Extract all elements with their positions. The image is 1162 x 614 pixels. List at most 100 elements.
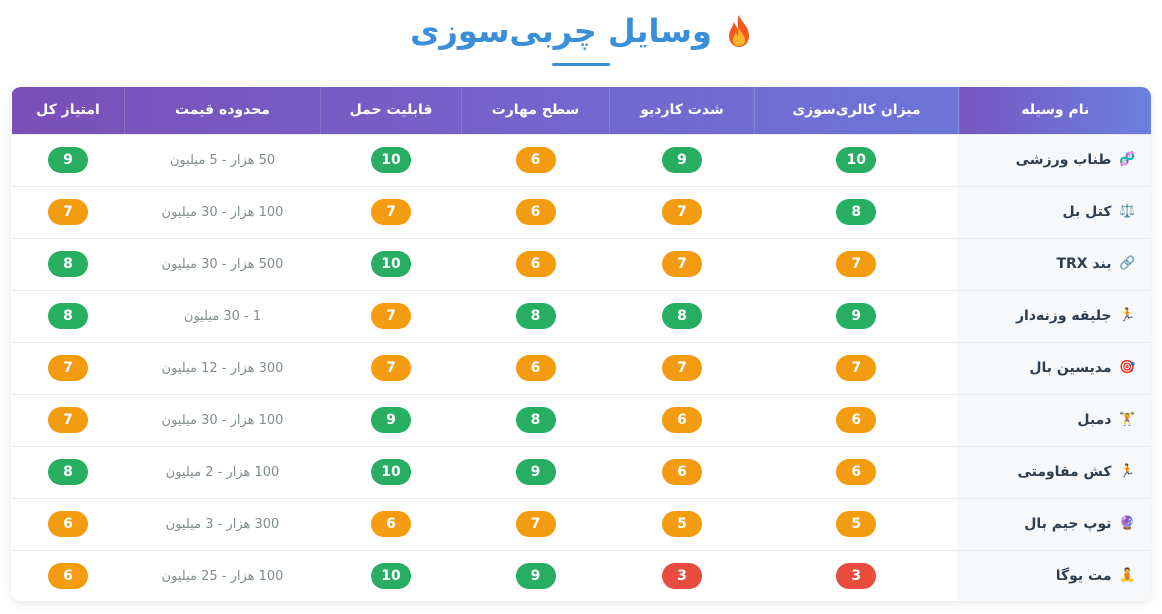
header-total-score: امتیاز کل [11, 87, 125, 134]
table-row: 🧘 مت یوگا 3 3 9 10 100 هزار - 25 میلیون 6 [11, 550, 1151, 601]
calorie-cell: 8 [755, 186, 959, 238]
yoga-mat-icon: 🧘 [1119, 568, 1136, 584]
price-range-text: 300 هزار - 3 میلیون [165, 517, 280, 532]
cardio-score-badge: 8 [662, 303, 702, 329]
skill-cell: 7 [462, 498, 610, 550]
title-underline [552, 63, 610, 66]
total-score-badge: 8 [48, 303, 88, 329]
calorie-score-badge: 10 [836, 147, 877, 173]
price-cell: 100 هزار - 2 میلیون [125, 446, 321, 498]
skill-score-badge: 7 [515, 511, 556, 537]
item-name-cell: 🎯 مدیسین بال [958, 342, 1151, 394]
price-cell: 300 هزار - 3 میلیون [125, 498, 321, 550]
page-title: وسایل چربی‌سوزی [410, 12, 752, 50]
calorie-cell: 9 [755, 290, 959, 342]
calorie-cell: 7 [755, 238, 959, 290]
price-range-text: 100 هزار - 30 میلیون [161, 205, 284, 220]
price-cell: 1 - 30 میلیون [125, 290, 321, 342]
calorie-cell: 7 [755, 342, 959, 394]
weighted-vest-icon: 🏃 [1119, 308, 1136, 323]
portability-score-badge: 6 [371, 511, 411, 537]
portability-score-badge: 7 [371, 199, 411, 225]
cardio-cell: 6 [610, 446, 755, 498]
table-row: 🎯 مدیسین بال 7 7 6 7 300 هزار - 12 میلیون 7 [11, 342, 1151, 394]
calorie-score-badge: 6 [836, 407, 877, 433]
header-calorie-burn: میزان کالری‌سوزی [754, 87, 959, 134]
item-name-cell: 🧬 طناب ورزشی [958, 134, 1151, 186]
skill-cell: 6 [462, 134, 610, 186]
kettlebell-icon: ⚖️ [1119, 204, 1136, 219]
cardio-cell: 9 [610, 134, 755, 186]
price-range-text: 100 هزار - 2 میلیون [165, 465, 280, 480]
skill-score-badge: 6 [515, 199, 556, 225]
cardio-cell: 6 [610, 394, 755, 446]
table-row: 🔗 بند TRX 7 7 6 10 500 هزار - 30 میلیون 8 [11, 238, 1151, 290]
portability-score-badge: 7 [371, 303, 411, 329]
calorie-score-badge: 7 [836, 251, 877, 277]
cardio-score-badge: 6 [662, 459, 702, 485]
header-portability: قابلیت حمل [320, 87, 462, 134]
total-score-badge: 7 [48, 199, 88, 225]
cardio-score-badge: 7 [662, 251, 702, 277]
item-name: دمبل [1077, 412, 1112, 428]
cardio-score-badge: 9 [662, 147, 702, 173]
portability-cell: 7 [321, 186, 462, 238]
cardio-cell: 7 [610, 342, 755, 394]
total-score-badge: 8 [48, 459, 88, 485]
skill-score-badge: 6 [515, 251, 556, 277]
skill-score-badge: 8 [515, 407, 556, 433]
calorie-cell: 3 [755, 550, 959, 601]
cardio-cell: 5 [610, 498, 755, 550]
item-name: مدیسین بال [1029, 360, 1112, 376]
skill-cell: 6 [462, 238, 610, 290]
portability-score-badge: 7 [371, 355, 411, 381]
calorie-score-badge: 6 [836, 459, 877, 485]
total-cell: 8 [12, 446, 125, 498]
skill-score-badge: 9 [515, 563, 556, 590]
cardio-cell: 8 [610, 290, 755, 342]
portability-cell: 9 [321, 394, 462, 446]
portability-cell: 10 [321, 550, 462, 601]
header: وسایل چربی‌سوزی [0, 0, 1162, 70]
total-cell: 6 [12, 498, 125, 550]
item-name: طناب ورزشی [1015, 152, 1112, 168]
skill-cell: 9 [462, 446, 610, 498]
item-name: مت یوگا [1055, 568, 1112, 585]
gym-ball-icon: 🔮 [1119, 516, 1136, 531]
total-cell: 8 [12, 290, 125, 342]
table-row: 🏃 جلیقه وزنه‌دار 9 8 8 7 1 - 30 میلیون 8 [11, 290, 1151, 342]
portability-score-badge: 10 [371, 459, 411, 485]
calorie-score-badge: 5 [836, 511, 877, 537]
calorie-score-badge: 9 [836, 303, 877, 329]
portability-score-badge: 10 [371, 251, 411, 277]
item-name-cell: ⚖️ کتل بل [958, 186, 1151, 238]
total-score-badge: 6 [48, 563, 88, 590]
skill-score-badge: 8 [515, 303, 556, 329]
cardio-score-badge: 5 [662, 511, 702, 537]
jump-rope-icon: 🧬 [1119, 152, 1136, 167]
price-range-text: 500 هزار - 30 میلیون [161, 257, 284, 272]
price-range-text: 1 - 30 میلیون [183, 309, 262, 324]
skill-cell: 9 [462, 550, 610, 601]
total-cell: 8 [12, 238, 125, 290]
portability-cell: 6 [321, 498, 462, 550]
calorie-cell: 6 [755, 394, 959, 446]
item-name: جلیقه وزنه‌دار [1015, 308, 1112, 324]
total-cell: 7 [12, 394, 125, 446]
item-name-cell: 🏋️ دمبل [958, 394, 1151, 446]
skill-cell: 8 [462, 394, 610, 446]
table-row: 🏋️ دمبل 6 6 8 9 100 هزار - 30 میلیون 7 [11, 394, 1151, 446]
skill-score-badge: 6 [515, 355, 556, 381]
portability-score-badge: 9 [371, 407, 411, 433]
total-score-badge: 6 [48, 511, 88, 537]
medicine-ball-icon: 🎯 [1119, 360, 1136, 375]
skill-score-badge: 9 [515, 459, 556, 485]
header-skill-level: سطح مهارت [461, 87, 610, 134]
skill-cell: 8 [462, 290, 610, 342]
cardio-cell: 3 [610, 550, 755, 601]
cardio-score-badge: 3 [662, 563, 702, 590]
price-cell: 300 هزار - 12 میلیون [125, 342, 321, 394]
cardio-score-badge: 6 [662, 407, 702, 433]
resistance-band-icon: 🏃 [1119, 464, 1136, 479]
price-cell: 50 هزار - 5 میلیون [125, 134, 321, 186]
